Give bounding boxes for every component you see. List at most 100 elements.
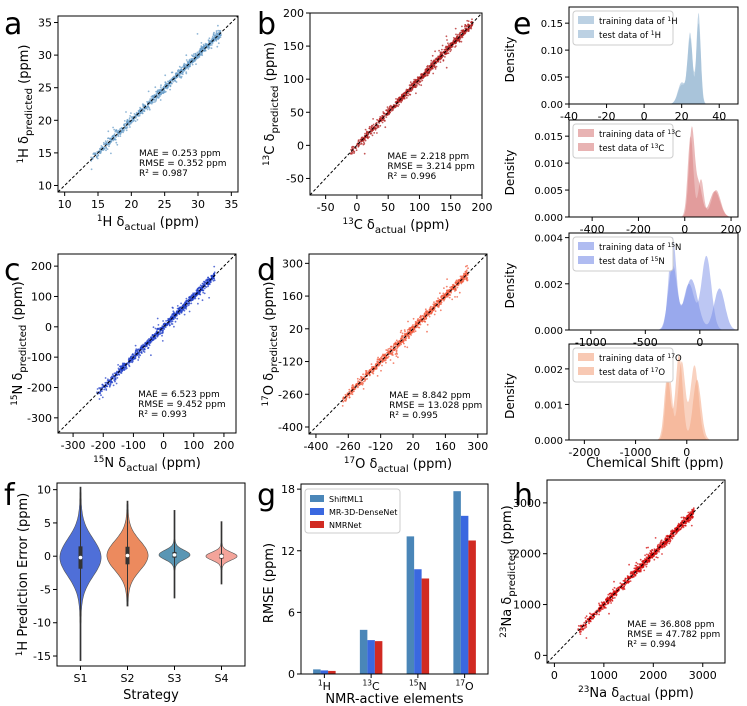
scatter-point bbox=[684, 524, 687, 527]
scatter-point bbox=[464, 27, 467, 30]
scatter-point bbox=[438, 299, 441, 301]
x-tick-label: 20 bbox=[406, 440, 420, 453]
plot-frame bbox=[56, 482, 246, 667]
scatter-point bbox=[139, 106, 142, 109]
scatter-point bbox=[181, 73, 184, 76]
scatter-point bbox=[217, 24, 219, 27]
y-tick-label: 150 bbox=[283, 40, 304, 53]
scatter-point bbox=[375, 127, 378, 130]
scatter-point bbox=[358, 378, 361, 381]
scatter-point bbox=[391, 351, 394, 353]
x-tick-label: 2000 bbox=[639, 669, 667, 682]
scatter-point bbox=[218, 29, 221, 32]
scatter-point bbox=[467, 20, 470, 23]
scatter-point bbox=[421, 79, 424, 82]
label-part: training data of bbox=[599, 130, 667, 140]
scatter-point bbox=[101, 386, 103, 389]
x-tick-label: 160 bbox=[435, 440, 456, 453]
scatter-point bbox=[142, 103, 145, 106]
scatter-point bbox=[203, 292, 206, 295]
scatter-point bbox=[147, 346, 150, 349]
y-tick-label: 0.15 bbox=[541, 19, 563, 30]
scatter-point bbox=[218, 36, 220, 39]
scatter-point bbox=[197, 297, 200, 300]
isotope-mass: 17 bbox=[261, 395, 271, 406]
scatter-point bbox=[205, 286, 208, 288]
isotope-mass: 15 bbox=[93, 455, 104, 465]
scatter-point bbox=[128, 365, 131, 368]
scatter-point bbox=[395, 100, 398, 103]
y-axis-label: 15N δpredicted (ppm) bbox=[10, 281, 29, 406]
scatter-point bbox=[353, 152, 355, 155]
scatter-point bbox=[124, 368, 127, 370]
scatter-point bbox=[178, 74, 180, 77]
scatter-point bbox=[375, 121, 378, 124]
scatter-point bbox=[185, 308, 188, 310]
scatter-point bbox=[647, 546, 649, 549]
scatter-point bbox=[401, 95, 403, 97]
scatter-point bbox=[135, 116, 137, 119]
scatter-point bbox=[117, 134, 119, 137]
scatter-point bbox=[381, 121, 384, 124]
scatter-point bbox=[134, 120, 137, 123]
isotope-mass: 13 bbox=[262, 155, 272, 166]
x-tick-label: 150 bbox=[440, 201, 461, 214]
scatter-point bbox=[620, 583, 623, 586]
scatter-point bbox=[156, 89, 159, 92]
scatter-point bbox=[395, 350, 398, 353]
scatter-point bbox=[183, 62, 186, 65]
scatter-point bbox=[448, 291, 450, 294]
scatter-point bbox=[653, 558, 656, 561]
metric-text: MAE = 6.523 ppm bbox=[138, 390, 220, 400]
y-tick-label: 6 bbox=[288, 606, 295, 619]
scatter-point bbox=[653, 548, 656, 550]
scatter-point bbox=[380, 119, 383, 122]
scatter-point bbox=[102, 141, 105, 144]
scatter-points bbox=[341, 264, 469, 407]
scatter-point bbox=[370, 363, 373, 365]
scatter-point bbox=[215, 33, 218, 36]
scatter-point bbox=[191, 298, 194, 301]
scatter-point bbox=[441, 56, 443, 59]
scatter-point bbox=[211, 42, 214, 45]
scatter-point bbox=[104, 381, 107, 384]
scatter-point bbox=[414, 84, 417, 87]
scatter-point bbox=[625, 581, 628, 584]
scatter-point bbox=[161, 334, 163, 337]
scatter-point bbox=[387, 348, 390, 350]
scatter-point bbox=[449, 46, 452, 49]
scatter-point bbox=[207, 48, 210, 50]
scatter-point bbox=[431, 54, 434, 57]
scatter-point bbox=[398, 344, 401, 347]
scatter-point bbox=[379, 124, 382, 127]
scatter-point bbox=[357, 380, 359, 383]
diagonal-reference-line bbox=[57, 15, 239, 193]
legend-label: test data of 13C bbox=[599, 143, 664, 154]
scatter-point bbox=[185, 59, 188, 61]
scatter-point bbox=[185, 72, 188, 75]
bar-NMRNet bbox=[374, 641, 383, 674]
density-area bbox=[569, 23, 738, 105]
scatter-point bbox=[451, 298, 454, 301]
scatter-point bbox=[157, 96, 160, 99]
scatter-point bbox=[689, 518, 692, 521]
scatter-points bbox=[96, 265, 216, 400]
scatter-point bbox=[579, 630, 581, 632]
scatter-point bbox=[208, 296, 211, 299]
scatter-point bbox=[204, 42, 207, 45]
scatter-point bbox=[660, 539, 663, 542]
scatter-point bbox=[368, 125, 371, 128]
scatter-point bbox=[415, 92, 417, 95]
scatter-point bbox=[196, 33, 199, 35]
scatter-point bbox=[414, 321, 417, 323]
unit: (ppm) bbox=[650, 686, 693, 701]
y-axis-label: 13C δpredicted (ppm) bbox=[262, 42, 281, 166]
scatter-point bbox=[448, 44, 451, 47]
scatter-point bbox=[109, 382, 112, 385]
scatter-point bbox=[217, 42, 220, 45]
scatter-point bbox=[685, 522, 687, 525]
scatter-point bbox=[167, 317, 170, 320]
scatter-point bbox=[361, 381, 364, 384]
scatter-point bbox=[210, 275, 213, 278]
